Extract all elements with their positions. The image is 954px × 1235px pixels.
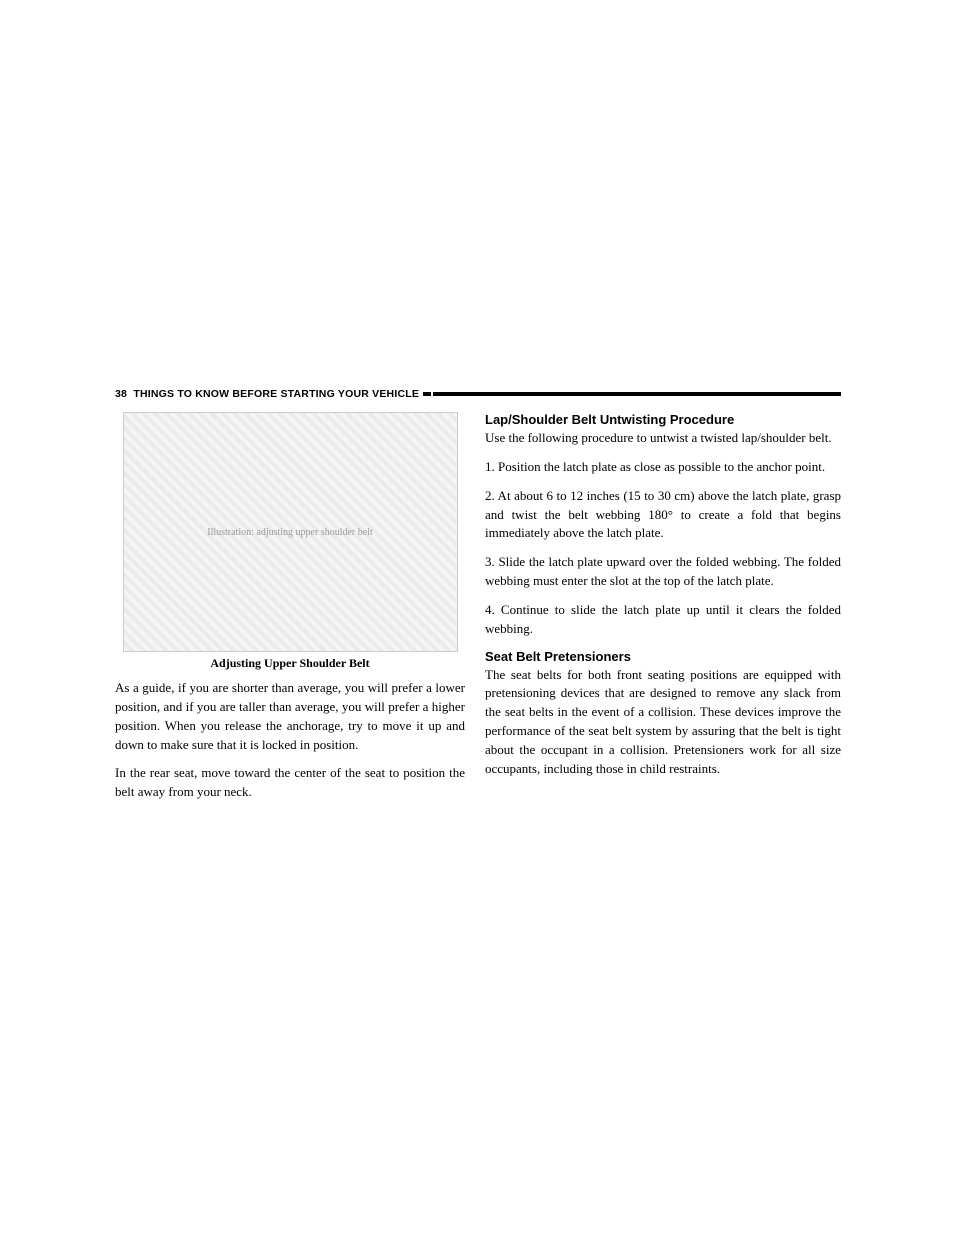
- body-paragraph: In the rear seat, move toward the center…: [115, 764, 465, 802]
- right-column: Lap/Shoulder Belt Untwisting Procedure U…: [485, 412, 841, 812]
- page-number-and-section: 38 THINGS TO KNOW BEFORE STARTING YOUR V…: [115, 388, 419, 400]
- left-column: Illustration: adjusting upper shoulder b…: [115, 412, 465, 812]
- section-title: THINGS TO KNOW BEFORE STARTING YOUR VEHI…: [133, 388, 419, 400]
- procedure-step: 1. Position the latch plate as close as …: [485, 458, 841, 477]
- procedure-step: 3. Slide the latch plate upward over the…: [485, 553, 841, 591]
- body-paragraph: Use the following procedure to untwist a…: [485, 429, 841, 448]
- figure-shoulder-belt: Illustration: adjusting upper shoulder b…: [123, 412, 458, 652]
- procedure-step: 2. At about 6 to 12 inches (15 to 30 cm)…: [485, 487, 841, 544]
- body-paragraph: As a guide, if you are shorter than aver…: [115, 679, 465, 754]
- two-column-layout: Illustration: adjusting upper shoulder b…: [115, 412, 841, 812]
- section-heading-pretensioners: Seat Belt Pretensioners: [485, 649, 841, 664]
- figure-caption: Adjusting Upper Shoulder Belt: [115, 656, 465, 671]
- body-paragraph: The seat belts for both front seating po…: [485, 666, 841, 779]
- header-rule-short: [423, 392, 431, 396]
- page-content: 38 THINGS TO KNOW BEFORE STARTING YOUR V…: [115, 388, 841, 812]
- page-number: 38: [115, 388, 127, 400]
- procedure-step: 4. Continue to slide the latch plate up …: [485, 601, 841, 639]
- section-heading-untwisting: Lap/Shoulder Belt Untwisting Procedure: [485, 412, 841, 427]
- page-header: 38 THINGS TO KNOW BEFORE STARTING YOUR V…: [115, 388, 841, 400]
- header-rule-long: [433, 392, 841, 396]
- figure-placeholder: Illustration: adjusting upper shoulder b…: [124, 413, 457, 651]
